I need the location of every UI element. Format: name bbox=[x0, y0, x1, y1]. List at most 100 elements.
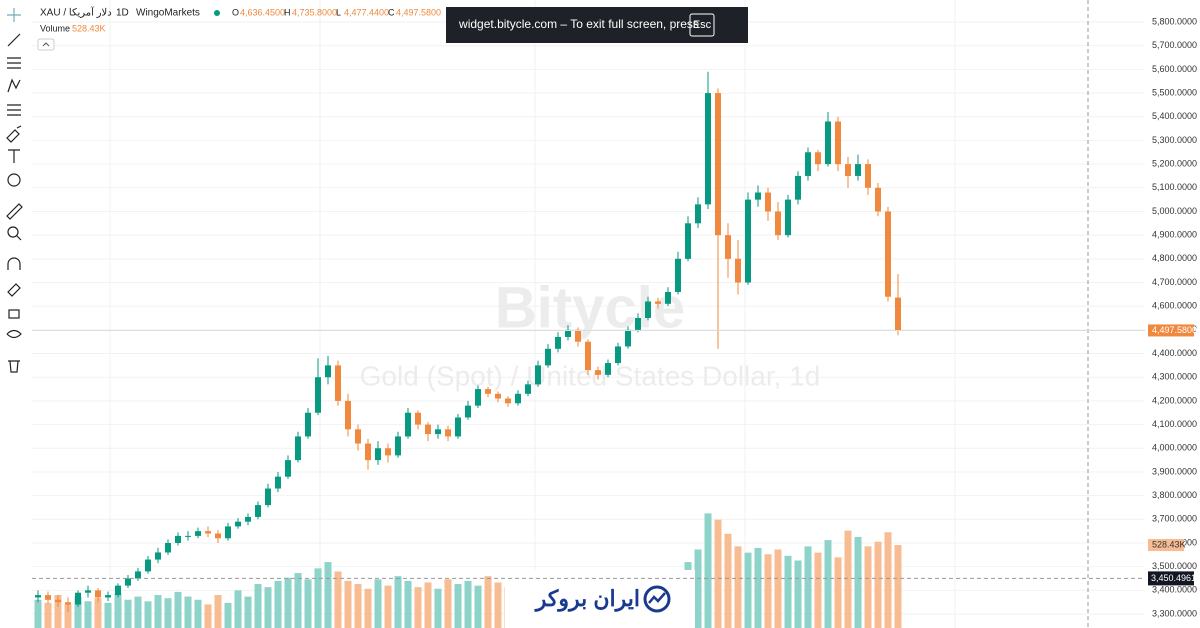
volume-bar bbox=[474, 585, 482, 628]
volume-bar bbox=[94, 598, 102, 628]
volume-bar bbox=[224, 602, 232, 628]
candle-body bbox=[895, 297, 901, 331]
candle-body bbox=[685, 223, 691, 259]
ohlc-value: 4,497.5800 bbox=[396, 7, 441, 17]
volume-bar bbox=[774, 549, 782, 628]
candle-body bbox=[785, 199, 791, 236]
ohlc-key: O bbox=[232, 7, 239, 17]
volume-bar bbox=[404, 580, 412, 628]
volume-bar bbox=[844, 530, 852, 628]
volume-bar bbox=[694, 549, 702, 628]
volume-bar bbox=[44, 602, 52, 628]
tool-zoom-handle bbox=[16, 235, 22, 241]
tool-trash[interactable] bbox=[8, 360, 20, 373]
interval: 1D bbox=[116, 8, 129, 19]
candle-body bbox=[205, 531, 211, 534]
candle-body bbox=[705, 93, 711, 205]
candle-body bbox=[305, 412, 311, 437]
candle-body bbox=[865, 164, 871, 188]
tool-ruler[interactable] bbox=[6, 203, 23, 220]
candle-body bbox=[595, 370, 601, 375]
volume-bar bbox=[814, 552, 822, 628]
esc-key[interactable] bbox=[689, 13, 715, 37]
volume-tag-label: 528.43K bbox=[1152, 539, 1186, 549]
volume-bar bbox=[304, 579, 312, 628]
candle-body bbox=[445, 429, 451, 437]
collapse-button[interactable] bbox=[37, 38, 55, 51]
volume-bar bbox=[244, 596, 252, 628]
y-tick-label: 5,200.0000 bbox=[1152, 158, 1197, 168]
volume-bar bbox=[894, 545, 902, 628]
candle-body bbox=[35, 595, 41, 598]
candle-body bbox=[275, 476, 281, 489]
tool-lock-draw[interactable] bbox=[7, 283, 21, 297]
ohlc-value: 4,735.8000 bbox=[292, 7, 337, 17]
volume-bar bbox=[284, 577, 292, 628]
candle-body bbox=[845, 164, 851, 176]
tool-pattern[interactable] bbox=[7, 78, 21, 93]
volume-bar bbox=[704, 513, 712, 628]
tool-crosshair[interactable] bbox=[7, 8, 21, 22]
candle-body bbox=[575, 329, 581, 342]
volume-bar bbox=[114, 593, 122, 628]
volume-bar bbox=[84, 601, 92, 628]
y-tick-label: 4,700.0000 bbox=[1152, 277, 1197, 287]
candle-body bbox=[255, 505, 261, 517]
candle-body bbox=[555, 336, 561, 349]
tool-line[interactable] bbox=[7, 33, 21, 47]
tool-fib[interactable] bbox=[7, 104, 21, 116]
volume-bar bbox=[374, 579, 382, 628]
candle-body bbox=[615, 346, 621, 364]
candle-body bbox=[455, 417, 461, 437]
y-tick-label: 5,100.0000 bbox=[1152, 182, 1197, 192]
y-tick-label: 5,600.0000 bbox=[1152, 64, 1197, 74]
volume-bar bbox=[64, 604, 72, 628]
candle-body bbox=[545, 348, 551, 366]
volume-bar bbox=[344, 580, 352, 628]
tool-eye[interactable] bbox=[6, 329, 22, 339]
candle-body bbox=[565, 329, 571, 337]
tool-channel[interactable] bbox=[7, 57, 21, 69]
volume-bar bbox=[144, 601, 152, 628]
tool-emoji[interactable] bbox=[7, 173, 21, 187]
candle-body bbox=[765, 192, 771, 212]
volume-bar bbox=[294, 573, 302, 628]
candle-body bbox=[375, 448, 381, 461]
candle-body bbox=[715, 93, 721, 236]
candle-body bbox=[325, 365, 331, 378]
candle-body bbox=[235, 521, 241, 527]
y-tick-label: 3,400.0000 bbox=[1152, 585, 1197, 595]
volume-bar bbox=[484, 576, 492, 628]
tool-brush[interactable] bbox=[6, 125, 22, 143]
candle-body bbox=[355, 429, 361, 444]
volume-bar bbox=[884, 532, 892, 628]
candle-body bbox=[315, 377, 321, 413]
volume-bar bbox=[74, 596, 82, 628]
tool-magnet[interactable] bbox=[7, 257, 21, 270]
candle-body bbox=[185, 535, 191, 537]
tool-text[interactable] bbox=[8, 149, 20, 163]
volume-bar bbox=[824, 540, 832, 628]
y-tick-label: 4,200.0000 bbox=[1152, 395, 1197, 405]
tool-lock[interactable] bbox=[8, 309, 20, 319]
candle-body bbox=[525, 384, 531, 394]
status-dot bbox=[214, 10, 220, 16]
ohlc-key: H bbox=[284, 7, 291, 17]
candle-body bbox=[55, 599, 61, 603]
volume-bar bbox=[714, 519, 722, 628]
candle-body bbox=[295, 436, 301, 461]
volume-tag bbox=[1148, 539, 1184, 552]
candle-body bbox=[145, 559, 151, 572]
volume-bar bbox=[264, 587, 272, 628]
volume-bar bbox=[314, 568, 322, 628]
candle-body bbox=[485, 389, 491, 394]
candle-body bbox=[45, 595, 51, 600]
candle-body bbox=[65, 602, 71, 605]
volume-bar bbox=[384, 585, 392, 628]
volume-bar bbox=[214, 595, 222, 628]
volume-bar bbox=[854, 536, 862, 628]
y-tick-label: 3,300.0000 bbox=[1152, 608, 1197, 618]
volume-bar bbox=[324, 562, 332, 628]
tool-zoom[interactable] bbox=[7, 226, 19, 238]
